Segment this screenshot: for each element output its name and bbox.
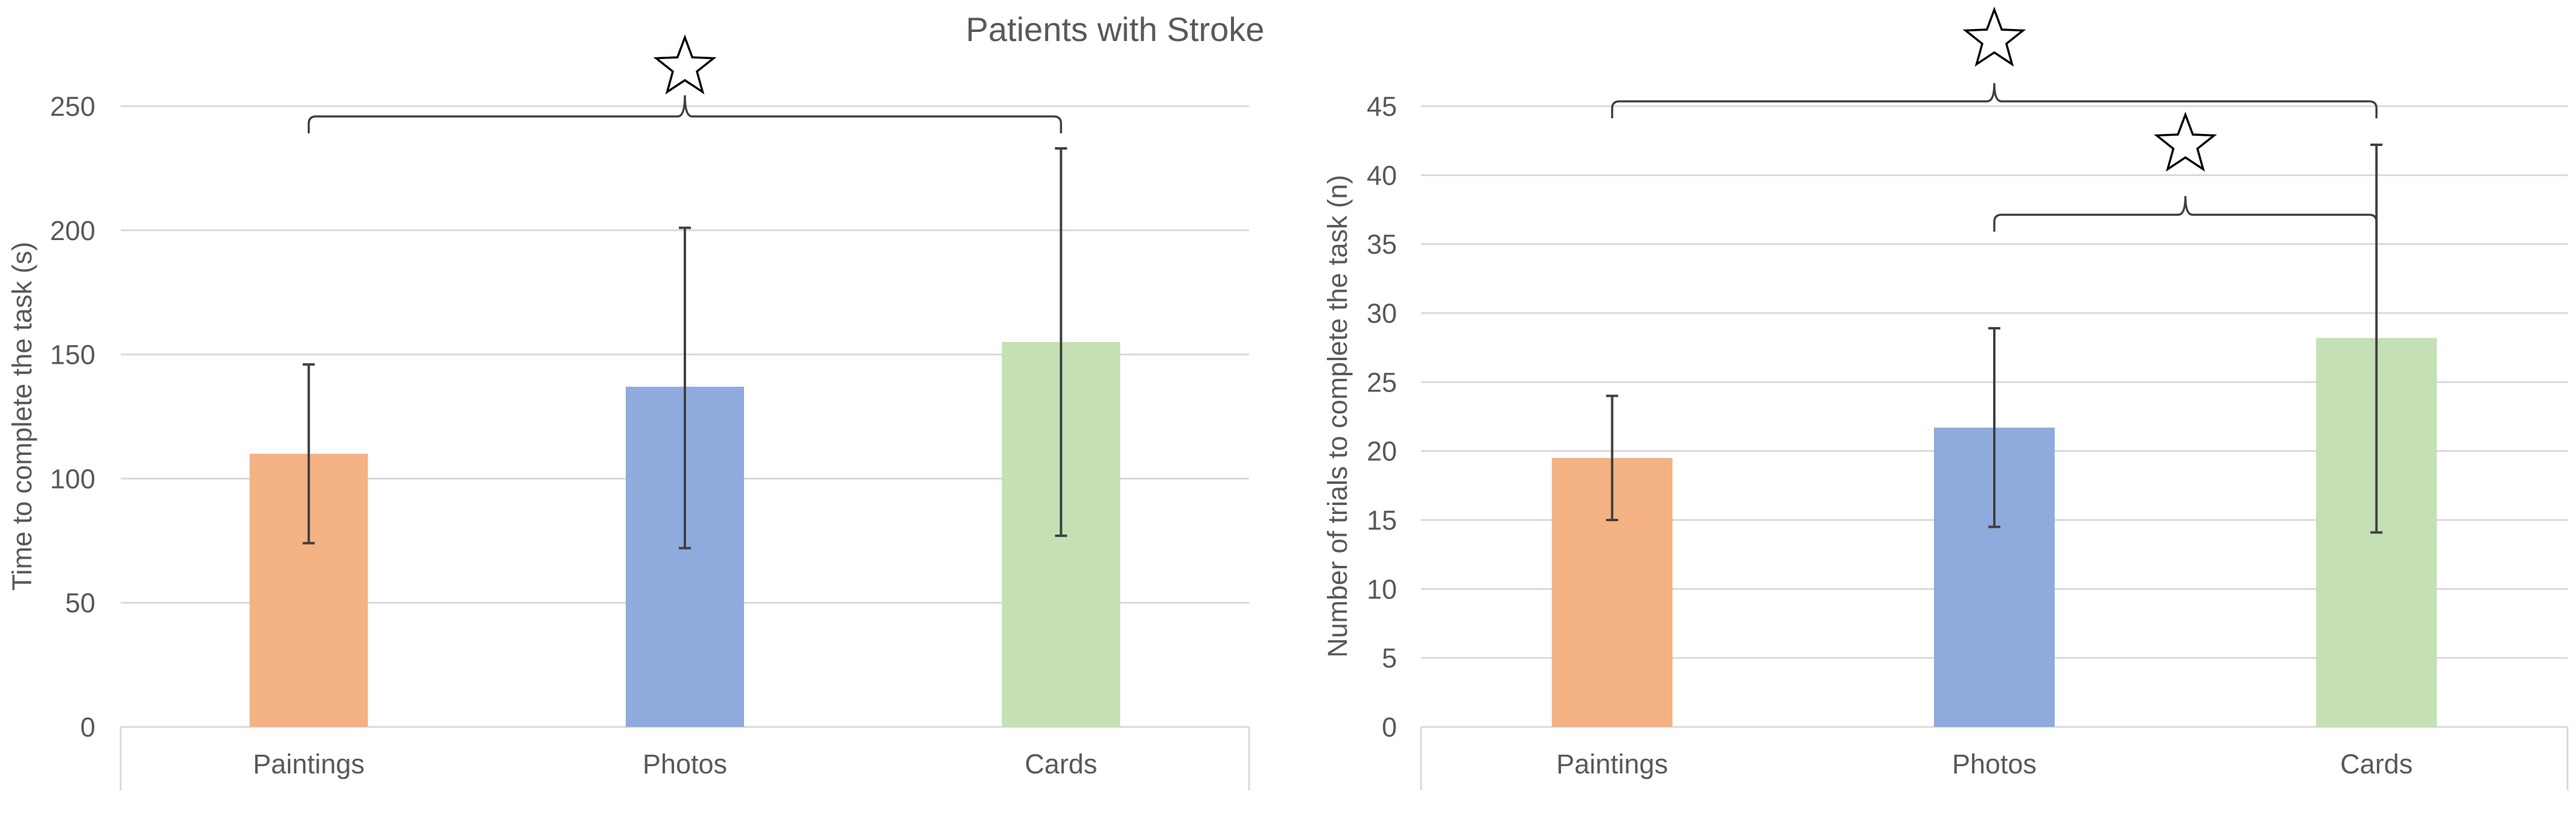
category-label-cards: Cards: [2340, 749, 2412, 779]
y-tick-label: 20: [1367, 436, 1397, 467]
significance-brace: [1993, 195, 2378, 232]
y-tick-label: 0: [1382, 712, 1397, 743]
error-bar-cards: [2370, 144, 2383, 534]
y-tick-label: 150: [50, 340, 95, 370]
error-bar-photos: [679, 226, 691, 550]
y-tick-label: 0: [80, 712, 95, 743]
category-label-photos: Photos: [1952, 749, 2037, 779]
y-tick-label: 45: [1367, 91, 1397, 122]
y-tick-label: 250: [50, 91, 95, 122]
y-tick-label: 40: [1367, 160, 1397, 191]
error-bar-paintings: [1606, 395, 1618, 521]
y-tick-label: 25: [1367, 367, 1397, 398]
chart-trials: Number of trials to complete the task (n…: [1322, 6, 2569, 790]
y-tick-label: 30: [1367, 298, 1397, 329]
category-label-photos: Photos: [643, 749, 727, 779]
category-label-paintings: Paintings: [1556, 749, 1668, 779]
y-tick-label: 200: [50, 215, 95, 246]
y-tick-label: 5: [1382, 643, 1397, 674]
error-bar-cards: [1055, 147, 1067, 538]
category-label-paintings: Paintings: [253, 749, 364, 779]
significance-star-icon: [1962, 6, 2026, 67]
chart-time: Time to complete the task (s) 0 50 100 150 2…: [7, 34, 1250, 790]
chart-trials-y-axis-label: Number of trials to complete the task (n…: [1322, 175, 1353, 658]
significance-brace: [1611, 83, 2378, 118]
y-tick-label: 50: [65, 588, 95, 618]
significance-brace: [307, 95, 1063, 133]
chart-time-y-axis-label: Time to complete the task (s): [7, 242, 37, 591]
y-tick-label: 15: [1367, 505, 1397, 536]
error-bar-photos: [1988, 327, 2000, 528]
error-bar-paintings: [302, 363, 315, 545]
category-label-cards: Cards: [1025, 749, 1097, 779]
figure-title: Patients with Stroke: [966, 10, 1265, 48]
y-tick-label: 35: [1367, 229, 1397, 260]
significance-star-icon: [2154, 112, 2217, 172]
y-tick-label: 10: [1367, 574, 1397, 604]
y-tick-label: 100: [50, 463, 95, 494]
significance-star-icon: [653, 34, 717, 95]
